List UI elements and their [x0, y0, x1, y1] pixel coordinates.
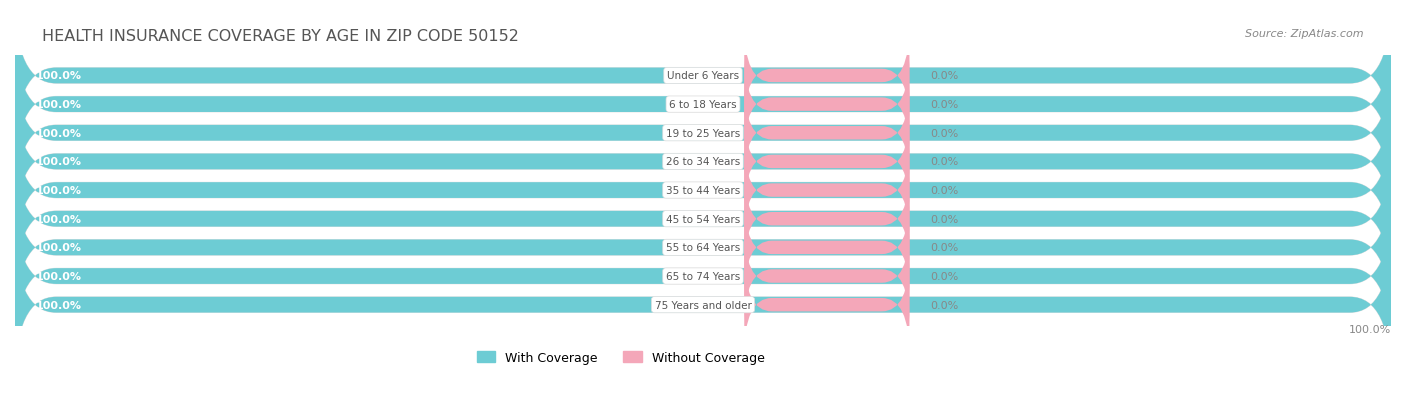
Text: 0.0%: 0.0% [929, 71, 959, 81]
Text: 0.0%: 0.0% [929, 157, 959, 167]
FancyBboxPatch shape [744, 226, 910, 327]
Text: 0.0%: 0.0% [929, 300, 959, 310]
FancyBboxPatch shape [15, 227, 1391, 383]
Text: 0.0%: 0.0% [929, 214, 959, 224]
FancyBboxPatch shape [15, 113, 1391, 268]
Text: 100.0%: 100.0% [35, 185, 82, 196]
Text: 0.0%: 0.0% [929, 100, 959, 110]
FancyBboxPatch shape [15, 84, 1391, 240]
Text: Under 6 Years: Under 6 Years [666, 71, 740, 81]
Text: 100.0%: 100.0% [35, 128, 82, 138]
Text: 35 to 44 Years: 35 to 44 Years [666, 185, 740, 196]
Text: 65 to 74 Years: 65 to 74 Years [666, 271, 740, 281]
FancyBboxPatch shape [744, 55, 910, 155]
Text: 45 to 54 Years: 45 to 54 Years [666, 214, 740, 224]
Text: 100.0%: 100.0% [35, 271, 82, 281]
FancyBboxPatch shape [15, 0, 1391, 154]
Text: 0.0%: 0.0% [929, 128, 959, 138]
FancyBboxPatch shape [744, 83, 910, 184]
FancyBboxPatch shape [15, 0, 1391, 154]
Text: HEALTH INSURANCE COVERAGE BY AGE IN ZIP CODE 50152: HEALTH INSURANCE COVERAGE BY AGE IN ZIP … [42, 29, 519, 44]
Text: 0.0%: 0.0% [929, 243, 959, 253]
FancyBboxPatch shape [15, 56, 1391, 211]
Text: 0.0%: 0.0% [929, 271, 959, 281]
Text: 19 to 25 Years: 19 to 25 Years [666, 128, 740, 138]
Text: 100.0%: 100.0% [35, 300, 82, 310]
FancyBboxPatch shape [15, 27, 1391, 183]
Text: Source: ZipAtlas.com: Source: ZipAtlas.com [1246, 29, 1364, 39]
Text: 75 Years and older: 75 Years and older [655, 300, 751, 310]
FancyBboxPatch shape [744, 169, 910, 270]
Text: 26 to 34 Years: 26 to 34 Years [666, 157, 740, 167]
FancyBboxPatch shape [744, 112, 910, 212]
FancyBboxPatch shape [15, 227, 1391, 383]
Text: 6 to 18 Years: 6 to 18 Years [669, 100, 737, 110]
Text: 100.0%: 100.0% [35, 214, 82, 224]
FancyBboxPatch shape [15, 199, 1391, 354]
Text: 100.0%: 100.0% [35, 71, 82, 81]
FancyBboxPatch shape [15, 141, 1391, 297]
Text: 100.0%: 100.0% [35, 157, 82, 167]
FancyBboxPatch shape [15, 56, 1391, 211]
FancyBboxPatch shape [15, 170, 1391, 326]
FancyBboxPatch shape [15, 113, 1391, 268]
FancyBboxPatch shape [15, 141, 1391, 297]
FancyBboxPatch shape [15, 84, 1391, 240]
FancyBboxPatch shape [744, 197, 910, 298]
FancyBboxPatch shape [15, 170, 1391, 326]
FancyBboxPatch shape [744, 140, 910, 241]
FancyBboxPatch shape [15, 199, 1391, 354]
Text: 0.0%: 0.0% [929, 185, 959, 196]
Text: 100.0%: 100.0% [35, 243, 82, 253]
Text: 100.0%: 100.0% [35, 100, 82, 110]
FancyBboxPatch shape [15, 27, 1391, 183]
Legend: With Coverage, Without Coverage: With Coverage, Without Coverage [471, 346, 769, 369]
FancyBboxPatch shape [744, 254, 910, 356]
Text: 55 to 64 Years: 55 to 64 Years [666, 243, 740, 253]
Text: 100.0%: 100.0% [1348, 324, 1391, 335]
FancyBboxPatch shape [744, 26, 910, 127]
